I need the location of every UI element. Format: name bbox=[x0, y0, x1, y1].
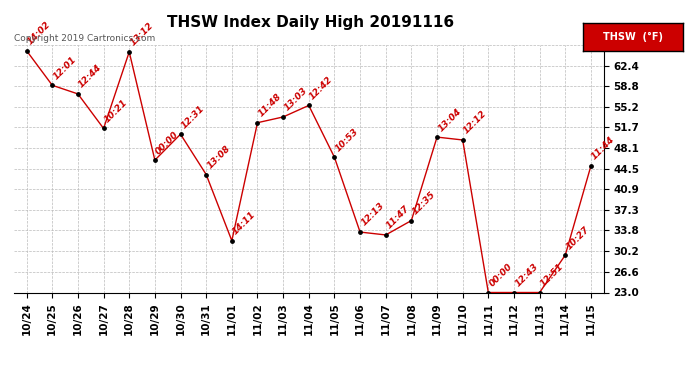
Text: THSW Index Daily High 20191116: THSW Index Daily High 20191116 bbox=[167, 15, 454, 30]
Text: 12:31: 12:31 bbox=[179, 104, 206, 130]
Text: 11:48: 11:48 bbox=[257, 92, 284, 118]
Text: 00:00: 00:00 bbox=[154, 129, 181, 156]
Text: 12:44: 12:44 bbox=[77, 63, 104, 90]
Point bbox=[406, 217, 417, 223]
Text: 13:03: 13:03 bbox=[282, 86, 309, 113]
Point bbox=[175, 131, 186, 137]
Point bbox=[47, 82, 58, 88]
Text: 14:11: 14:11 bbox=[231, 210, 257, 237]
Text: Copyright 2019 Cartronics.com: Copyright 2019 Cartronics.com bbox=[14, 33, 155, 42]
Point bbox=[585, 163, 596, 169]
Point bbox=[72, 91, 83, 97]
Point bbox=[329, 154, 340, 160]
Point bbox=[149, 157, 160, 163]
Text: 12:43: 12:43 bbox=[513, 262, 540, 288]
Point bbox=[98, 126, 109, 132]
Text: 12:13: 12:13 bbox=[359, 201, 386, 228]
Point bbox=[534, 290, 545, 296]
Point bbox=[226, 238, 237, 244]
Point bbox=[560, 252, 571, 258]
Point bbox=[509, 290, 520, 296]
Text: 12:51: 12:51 bbox=[539, 262, 565, 288]
Text: THSW  (°F): THSW (°F) bbox=[603, 32, 663, 42]
Point bbox=[483, 290, 494, 296]
Point bbox=[21, 48, 32, 54]
Text: 12:12: 12:12 bbox=[462, 109, 489, 136]
Text: 10:27: 10:27 bbox=[564, 224, 591, 251]
Text: 12:42: 12:42 bbox=[308, 75, 335, 101]
Text: 10:53: 10:53 bbox=[334, 126, 360, 153]
Text: 13:12: 13:12 bbox=[128, 21, 155, 48]
Point bbox=[124, 49, 135, 55]
Text: 14:02: 14:02 bbox=[26, 20, 52, 46]
Point bbox=[201, 171, 212, 177]
Point bbox=[431, 134, 442, 140]
Point bbox=[252, 120, 263, 126]
Text: 00:00: 00:00 bbox=[488, 262, 514, 288]
Point bbox=[355, 229, 366, 235]
Text: 13:04: 13:04 bbox=[436, 106, 463, 133]
Point bbox=[304, 102, 315, 108]
Point bbox=[380, 232, 391, 238]
Point bbox=[277, 114, 288, 120]
Text: 12:35: 12:35 bbox=[411, 190, 437, 216]
Point bbox=[457, 137, 469, 143]
Text: 12:01: 12:01 bbox=[52, 54, 78, 81]
Text: 13:08: 13:08 bbox=[206, 144, 232, 170]
Text: 11:47: 11:47 bbox=[385, 204, 411, 231]
Text: 10:21: 10:21 bbox=[103, 98, 129, 124]
Text: 11:44: 11:44 bbox=[590, 135, 617, 162]
